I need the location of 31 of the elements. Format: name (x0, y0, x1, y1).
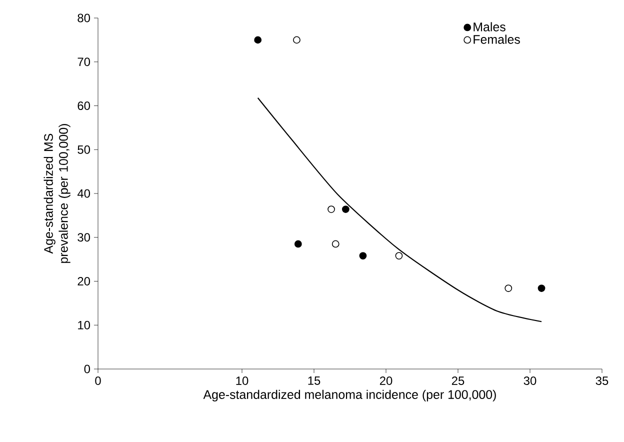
point (342, 206, 350, 213)
x-tick-label: 0 (95, 376, 101, 385)
x-tick-label: 15 (308, 376, 320, 385)
point (294, 240, 302, 248)
point (395, 252, 403, 260)
x-tick-label: 30 (524, 376, 536, 385)
x-tick-label: 20 (380, 376, 392, 385)
x-tick-label: 10 (236, 376, 248, 385)
x-tick-label: 35 (596, 376, 608, 385)
y-tick-label: 30 (78, 233, 90, 242)
point (538, 284, 546, 292)
y-tick-label: 80 (78, 14, 90, 22)
point (332, 240, 340, 248)
line-series (257, 97, 542, 322)
point (359, 252, 367, 260)
y-tick-label: 40 (77, 189, 90, 198)
y-axis-title: Age-standardized MS prevalence (per 100,000) (44, 124, 70, 263)
legend-label: Males (474, 22, 506, 32)
y-tick-label: 10 (78, 320, 90, 330)
point (293, 36, 300, 44)
legend-label: Females (474, 34, 520, 44)
point (328, 206, 335, 213)
x-tick-label: 25 (452, 376, 464, 385)
y-tick-label: 0 (84, 364, 90, 374)
x-axis-title: Age-standardized melanoma incidence (per 100,000) (203, 390, 496, 402)
point (504, 284, 512, 292)
y-tick-label: 20 (78, 277, 90, 286)
y-tick-label: 60 (78, 102, 90, 110)
point (254, 36, 262, 44)
y-tick-label: 50 (78, 145, 90, 154)
y-tick-label: 70 (78, 58, 90, 66)
